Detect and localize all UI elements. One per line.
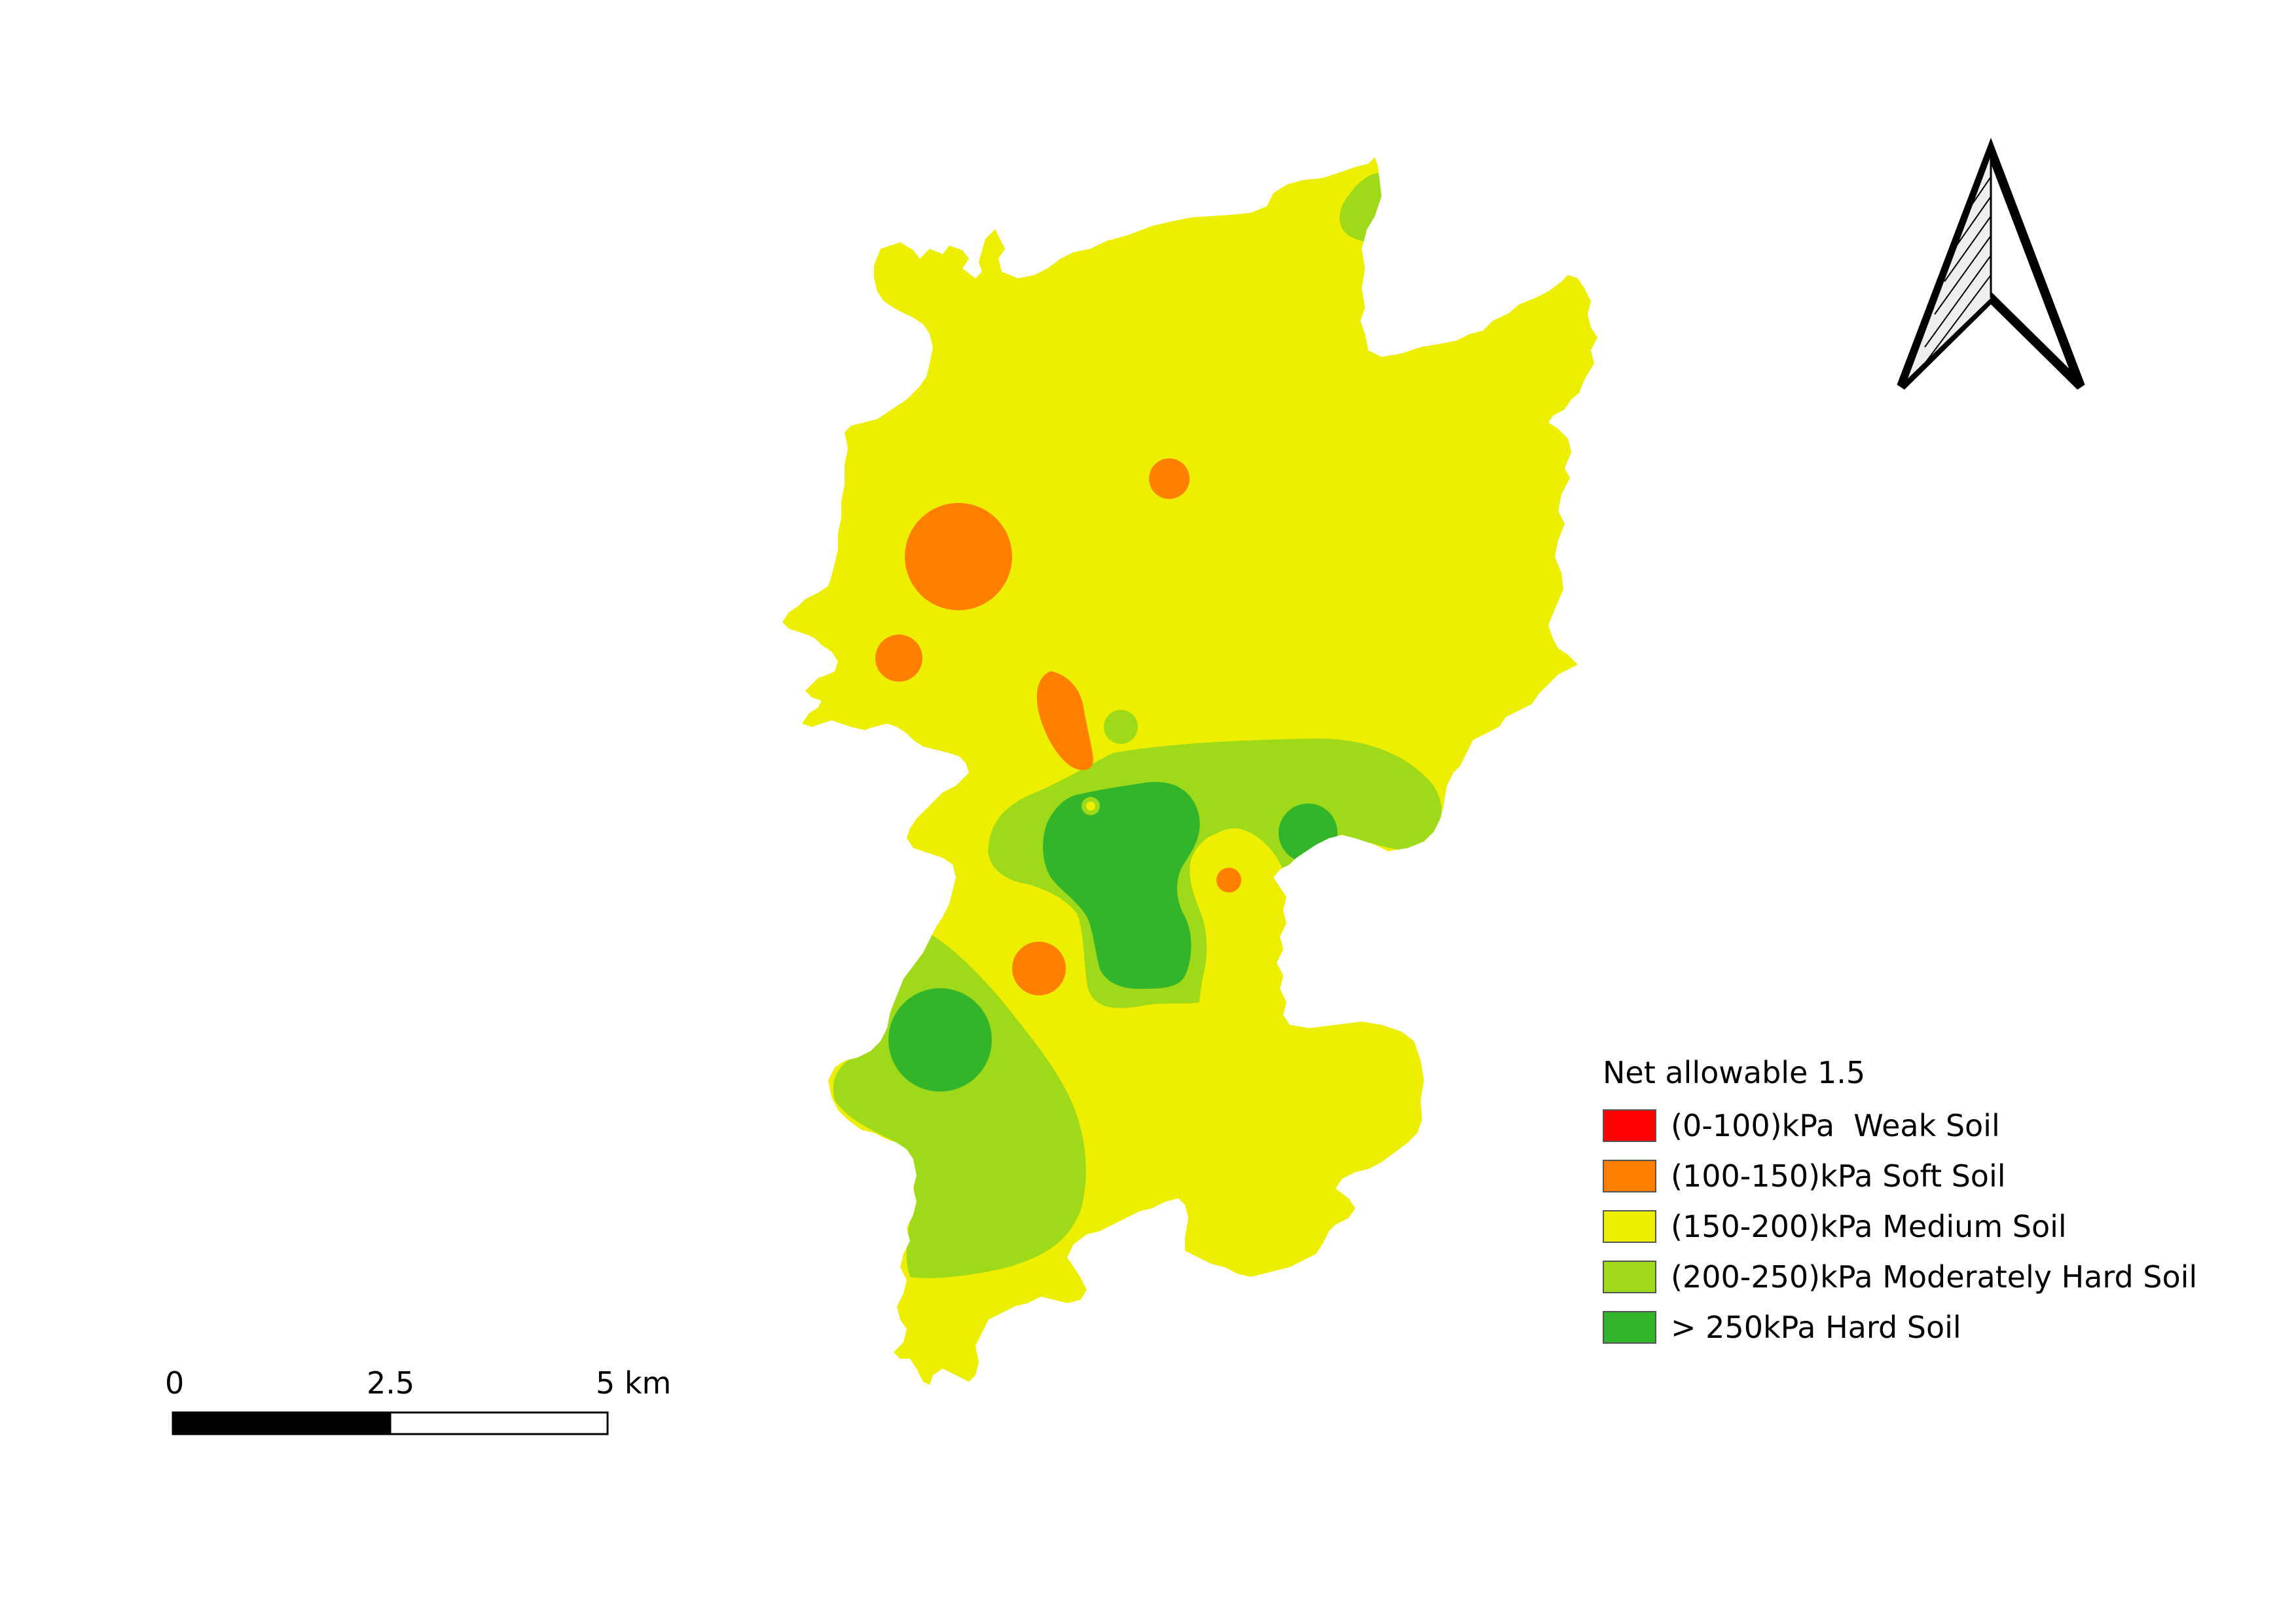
legend-label-moderately-hard: (200-250)kPa Moderately Hard Soil bbox=[1671, 1259, 2198, 1295]
scale-label-5-km: 5 km bbox=[596, 1365, 672, 1401]
zone-soft-west bbox=[875, 635, 922, 682]
legend-label-hard: > 250kPa Hard Soil bbox=[1671, 1309, 1961, 1345]
scale-label-0: 0 bbox=[165, 1365, 185, 1401]
legend-item-hard: > 250kPa Hard Soil bbox=[1603, 1302, 2197, 1352]
zone-soft-elongated bbox=[1036, 671, 1093, 770]
legend-item-weak: (0-100)kPa Weak Soil bbox=[1603, 1100, 2197, 1151]
legend-title: Net allowable 1.5 bbox=[1603, 1055, 1866, 1090]
legend-item-moderately-hard: (200-250)kPa Moderately Hard Soil bbox=[1603, 1251, 2197, 1302]
zone-hard-east bbox=[1279, 803, 1338, 862]
legend: Net allowable 1.5 (0-100)kPa Weak Soil (… bbox=[1603, 1053, 2197, 1352]
scale-bar-light-segment bbox=[389, 1411, 609, 1435]
legend-label-soft: (100-150)kPa Soft Soil bbox=[1671, 1158, 2006, 1194]
legend-label-weak: (0-100)kPa Weak Soil bbox=[1671, 1107, 2000, 1143]
zone-soft-large bbox=[905, 503, 1012, 610]
legend-swatch-weak bbox=[1603, 1109, 1656, 1142]
legend-item-soft: (100-150)kPa Soft Soil bbox=[1603, 1151, 2197, 1201]
legend-swatch-hard bbox=[1603, 1310, 1656, 1344]
legend-swatch-medium bbox=[1603, 1209, 1656, 1243]
scale-bar-dark-segment bbox=[172, 1411, 392, 1435]
zone-hard-center bbox=[1043, 782, 1200, 989]
zone-soft-north bbox=[1149, 458, 1190, 499]
zone-soft-south bbox=[1012, 942, 1066, 995]
legend-label-medium: (150-200)kPa Medium Soil bbox=[1671, 1208, 2067, 1244]
zone-soft-small-east bbox=[1216, 868, 1241, 893]
scale-label-2-5: 2.5 bbox=[367, 1365, 415, 1401]
legend-swatch-moderately-hard bbox=[1603, 1260, 1656, 1293]
zone-moderately-hard-small-center bbox=[1104, 710, 1138, 744]
zone-medium-pocket bbox=[1192, 828, 1283, 1048]
legend-item-medium: (150-200)kPa Medium Soil bbox=[1603, 1201, 2197, 1251]
zone-medium-dot bbox=[1086, 802, 1095, 811]
north-arrow-icon bbox=[1897, 138, 2085, 390]
scale-bar bbox=[172, 1411, 609, 1435]
legend-swatch-soft bbox=[1603, 1159, 1656, 1192]
zone-hard-southwest bbox=[888, 988, 992, 1092]
